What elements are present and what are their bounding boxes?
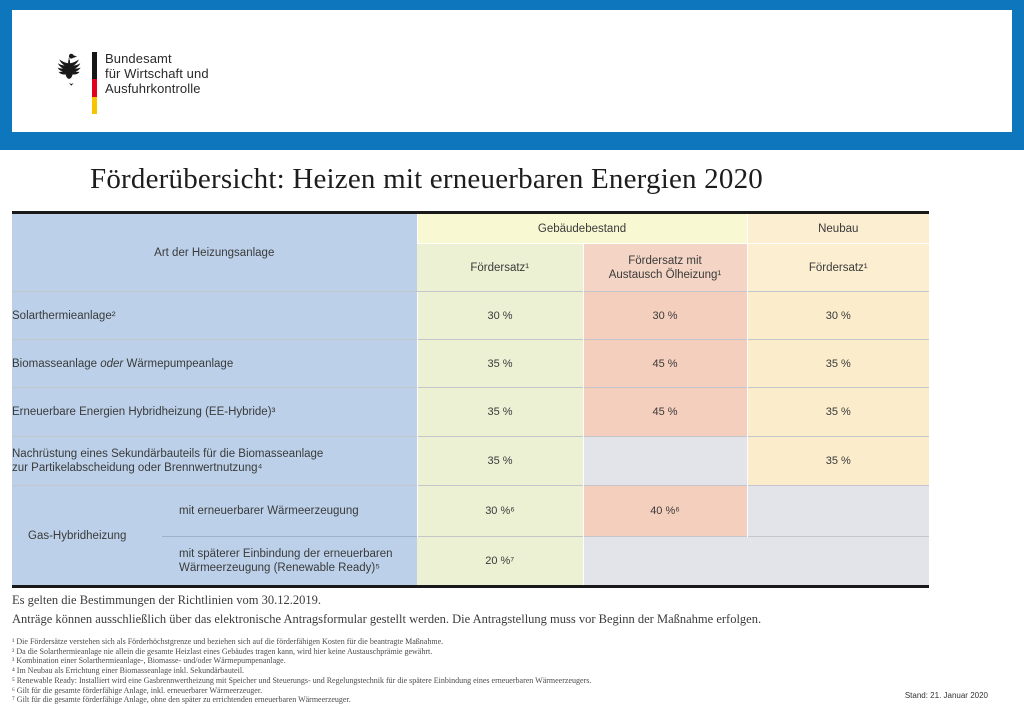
- brand-frame: Bundesamt für Wirtschaft und Ausfuhrkont…: [0, 0, 1024, 150]
- sub-row-label-text: mit erneuerbarer Wärmeerzeugung: [179, 505, 359, 518]
- cell-value: 35 %: [746, 339, 929, 388]
- row-label-line2: zur Partikelabscheidung oder Brennwertnu…: [12, 462, 263, 474]
- cell-empty: [746, 485, 929, 537]
- row-label: Erneuerbare Energien Hybridheizung (EE-H…: [12, 387, 417, 437]
- flag-red-segment: [92, 79, 97, 97]
- intro-line-2: Anträge können ausschließlich über das e…: [12, 612, 762, 626]
- cell-value: 30 %: [746, 291, 929, 340]
- cell-value: 30 %: [416, 291, 583, 340]
- cell-value: 20 %⁷: [417, 536, 583, 587]
- footnote-3: ³ Kombination einer Solarthermieanlage-,…: [12, 656, 286, 666]
- table-row-gas-hybrid-1: Gas-Hybridheizung mit erneuerbarer Wärme…: [12, 485, 929, 587]
- cell-empty: [582, 536, 929, 587]
- footer-intro: Es gelten die Bestimmungen der Richtlini…: [12, 591, 761, 629]
- header-row-columns: Fördersatz¹ Fördersatz mit Austausch Ölh…: [12, 243, 929, 292]
- row-label-text: Erneuerbare Energien Hybridheizung (EE-H…: [12, 406, 276, 418]
- col-header-austausch-line2: Austausch Ölheizung¹: [608, 268, 722, 281]
- agency-name: Bundesamt für Wirtschaft und Ausfuhrkont…: [105, 51, 209, 96]
- agency-line-3: Ausfuhrkontrolle: [105, 81, 201, 96]
- page-title: Förderübersicht: Heizen mit erneuerbaren…: [90, 163, 763, 195]
- cell-value: 35 %: [416, 339, 583, 388]
- cell-value: 35 %: [416, 436, 583, 486]
- table-row-ee-hybride: Erneuerbare Energien Hybridheizung (EE-H…: [12, 387, 929, 437]
- brand-box: Bundesamt für Wirtschaft und Ausfuhrkont…: [12, 10, 1012, 132]
- row-label-text: Biomasseanlage: [12, 357, 101, 370]
- row-label-italic: oder: [100, 357, 124, 370]
- sub-row-label-line2: Wärmeerzeugung (Renewable Ready)⁵: [179, 561, 381, 574]
- sub-row-label: mit späterer Einbindung der erneuerbaren…: [162, 535, 417, 585]
- agency-line-1: Bundesamt: [105, 51, 172, 66]
- funding-table-wrap: Art der Heizungsanlage Gebäudebestand Ne…: [12, 211, 929, 588]
- group-sub-rows: mit erneuerbarer Wärmeerzeugung mit spät…: [162, 487, 417, 585]
- footnote-6: ⁶ Gilt für die gesamte förderfähige Anla…: [12, 685, 263, 695]
- table-row-biomasse-waermepumpe: Biomasseanlage oder Wärmepumpeanlage 35 …: [12, 339, 929, 388]
- table-row-nachruestung: Nachrüstung eines Sekundärbauteils für d…: [12, 436, 929, 486]
- federal-eagle-icon: [57, 53, 81, 86]
- flag-gold-segment: [92, 97, 97, 114]
- flag-black-segment: [92, 52, 97, 79]
- table-row-gas-hybrid-2: 20 %⁷: [12, 536, 929, 587]
- group-label: Gas-Hybridheizung: [28, 529, 127, 542]
- sub-row-label: mit erneuerbarer Wärmeerzeugung: [162, 487, 417, 536]
- group-header-bestand: Gebäudebestand: [416, 212, 747, 244]
- group-header-neubau: Neubau: [746, 212, 929, 244]
- agency-line-2: für Wirtschaft und: [105, 66, 209, 81]
- funding-table: Art der Heizungsanlage Gebäudebestand Ne…: [12, 211, 929, 588]
- flag-stripe-icon: [92, 52, 97, 114]
- cell-value: 30 %: [582, 291, 747, 340]
- group-header-neubau-label: Neubau: [818, 222, 859, 235]
- row-label-text: Solarthermieanlage²: [12, 309, 116, 322]
- sub-row-label-line1: mit späterer Einbindung der erneuerbaren: [179, 547, 393, 560]
- header-row-groups: Art der Heizungsanlage Gebäudebestand Ne…: [12, 212, 929, 292]
- col-header-neubau-foerdersatz: Fördersatz¹: [746, 243, 929, 292]
- row-label: Biomasseanlage oder Wärmepumpeanlage: [12, 339, 417, 388]
- corner-header-cell: Art der Heizungsanlage: [12, 212, 417, 292]
- cell-value: 45 %: [582, 339, 747, 388]
- col-header-austausch: Fördersatz mit Austausch Ölheizung¹: [582, 243, 747, 292]
- col-header-foerdersatz: Fördersatz¹: [417, 243, 583, 292]
- cell-value: 35 %: [746, 436, 929, 486]
- footnote-7: ⁷ Gilt für die gesamte förderfähige Anla…: [12, 695, 351, 705]
- row-label: Solarthermieanlage²: [12, 291, 417, 340]
- corner-header-label: Art der Heizungsanlage: [154, 246, 275, 259]
- col-header-foerdersatz-label: Fördersatz¹: [470, 261, 530, 274]
- footnote-4: ⁴ Im Neubau als Errichtung einer Biomass…: [12, 666, 245, 676]
- col-header-neubau-foerdersatz-label: Fördersatz¹: [808, 261, 868, 274]
- col-header-austausch-line1: Fördersatz mit: [628, 254, 702, 267]
- table-row-solarthermie: Solarthermieanlage² 30 % 30 % 30 %: [12, 291, 929, 340]
- footnotes: ¹ Die Fördersätze verstehen sich als För…: [12, 637, 591, 705]
- footnote-5: ⁵ Renewable Ready: Installiert wird eine…: [12, 675, 592, 685]
- row-label: Nachrüstung eines Sekundärbauteils für d…: [12, 436, 417, 486]
- group-header-bestand-label: Gebäudebestand: [537, 222, 627, 235]
- footnote-2: ² Da die Solarthermieanlage nie allein d…: [12, 646, 433, 656]
- row-label-line1: Nachrüstung eines Sekundärbauteils für d…: [12, 448, 324, 460]
- footnote-1: ¹ Die Fördersätze verstehen sich als För…: [12, 637, 444, 646]
- cell-value: 35 %: [746, 387, 929, 437]
- date-stamp: Stand: 21. Januar 2020: [904, 691, 988, 700]
- row-label-text: Wärmepumpeanlage: [123, 357, 234, 370]
- cell-value: 30 %⁶: [416, 485, 583, 537]
- cell-value: 35 %: [416, 387, 583, 437]
- gas-hybrid-group-cell: Gas-Hybridheizung mit erneuerbarer Wärme…: [12, 485, 417, 587]
- cell-value: 40 %⁶: [582, 485, 747, 537]
- intro-line-1: Es gelten die Bestimmungen der Richtlini…: [12, 593, 321, 607]
- cell-value: 45 %: [582, 387, 747, 437]
- cell-empty: [582, 436, 747, 486]
